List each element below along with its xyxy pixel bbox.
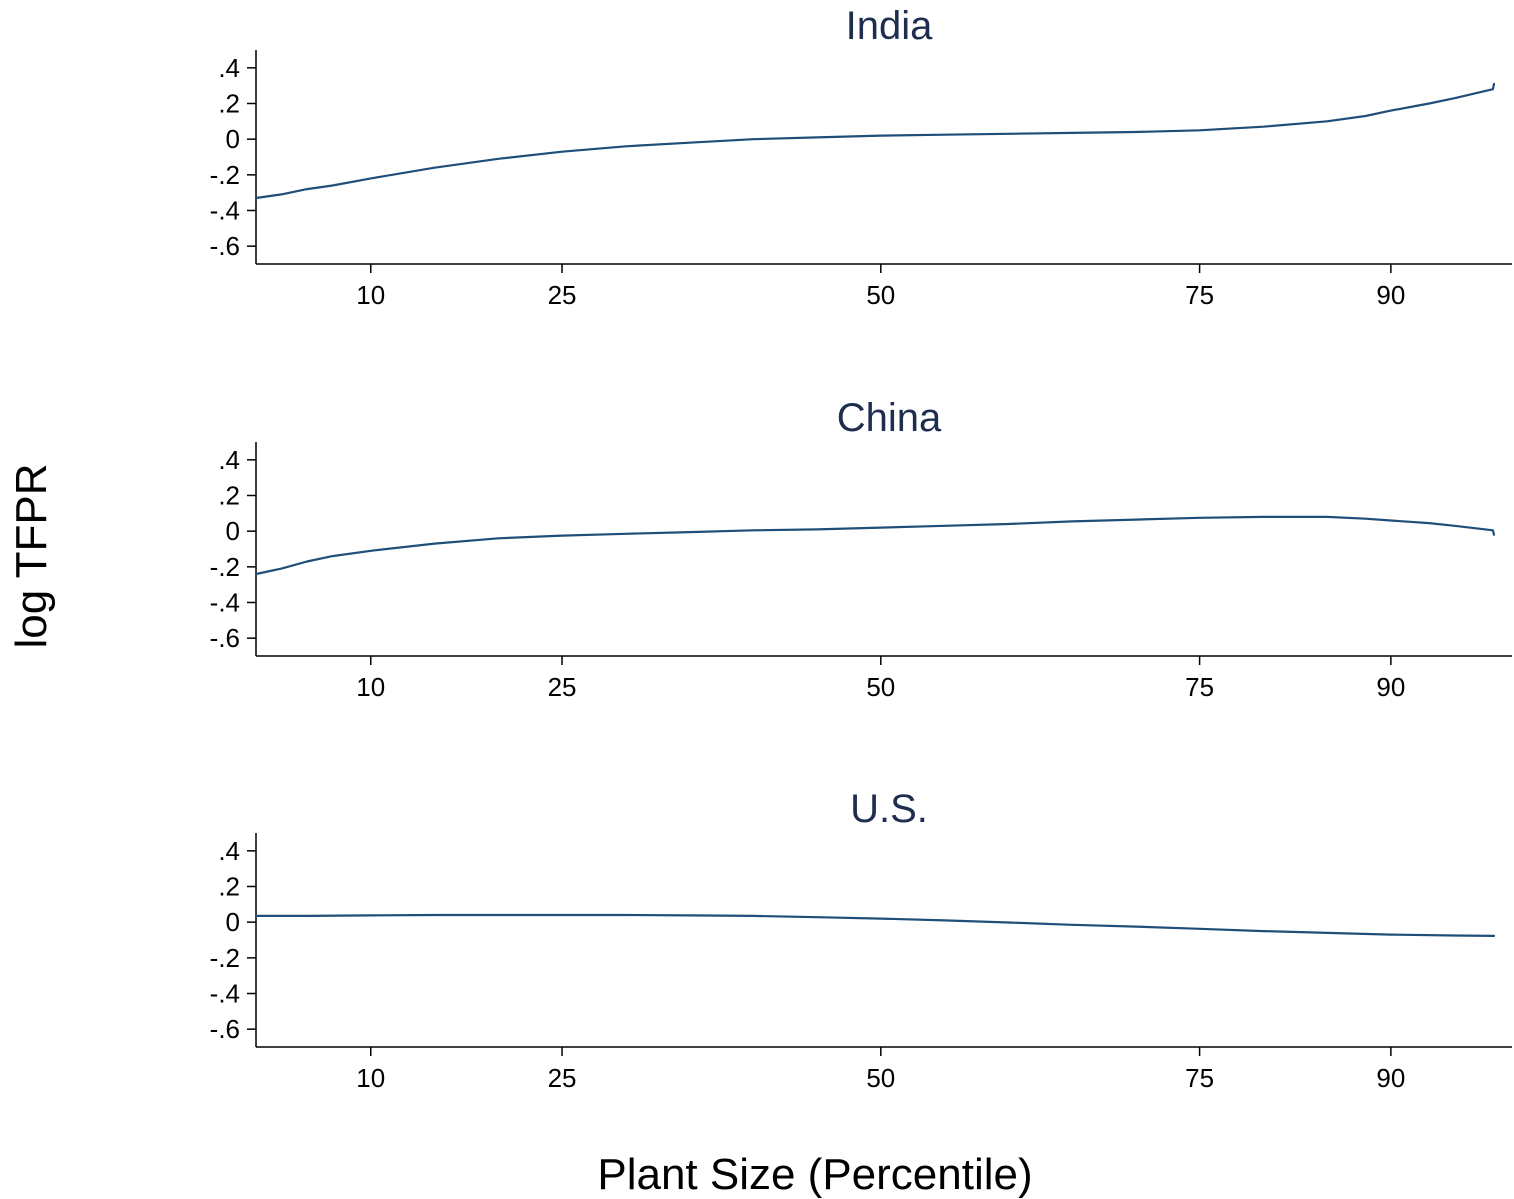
- x-axis-label: Plant Size (Percentile): [597, 1150, 1032, 1199]
- x-tick-label: 90: [1376, 280, 1405, 310]
- panel-3: U.S. .4 .2 0 -.2 -.4 -.6 10 25 50 75 90: [210, 787, 1512, 1093]
- y-tick-label: -.2: [210, 552, 240, 582]
- y-axis-label: log TFPR: [7, 463, 56, 648]
- y-tick-label: .2: [218, 89, 240, 119]
- series-line: [254, 913, 1496, 937]
- y-tick-label: -.6: [210, 1014, 240, 1044]
- x-tick-label: 90: [1376, 1063, 1405, 1093]
- panel-title: China: [837, 396, 942, 440]
- series-line: [254, 515, 1496, 576]
- y-tick-label: 0: [226, 516, 240, 546]
- x-tick-label: 75: [1185, 280, 1214, 310]
- panel-1: India .4 .2 0 -.2 -.4 -.6 10 25 50 75 90: [210, 4, 1512, 310]
- x-tick-label: 75: [1185, 672, 1214, 702]
- panel-title: India: [846, 4, 933, 48]
- x-tick-label: 90: [1376, 672, 1405, 702]
- x-tick-label: 10: [356, 280, 385, 310]
- y-tick-label: .4: [218, 836, 240, 866]
- y-tick-label: -.2: [210, 943, 240, 973]
- y-tick-label: .2: [218, 481, 240, 511]
- x-tick-label: 50: [866, 672, 895, 702]
- x-tick-label: 25: [548, 672, 577, 702]
- y-tick-label: -.2: [210, 160, 240, 190]
- y-tick-label: -.4: [210, 979, 240, 1009]
- x-tick-label: 75: [1185, 1063, 1214, 1093]
- panel-2: China .4 .2 0 -.2 -.4 -.6 10 25 50 75 90: [210, 396, 1512, 702]
- y-tick-label: 0: [226, 907, 240, 937]
- y-tick-label: .4: [218, 445, 240, 475]
- x-tick-label: 50: [866, 1063, 895, 1093]
- panel-title: U.S.: [850, 787, 928, 831]
- x-tick-label: 25: [548, 1063, 577, 1093]
- y-tick-label: .4: [218, 53, 240, 83]
- x-tick-label: 10: [356, 672, 385, 702]
- series-line: [254, 82, 1496, 200]
- x-tick-label: 25: [548, 280, 577, 310]
- x-tick-label: 50: [866, 280, 895, 310]
- y-tick-label: 0: [226, 124, 240, 154]
- chart-panels: India .4 .2 0 -.2 -.4 -.6 10 25 50 75 90 China .4 .2 0 -…: [210, 4, 1512, 1093]
- x-tick-label: 10: [356, 1063, 385, 1093]
- y-tick-label: .2: [218, 872, 240, 902]
- y-tick-label: -.6: [210, 231, 240, 261]
- y-tick-label: -.4: [210, 196, 240, 226]
- y-tick-label: -.4: [210, 588, 240, 618]
- y-tick-label: -.6: [210, 623, 240, 653]
